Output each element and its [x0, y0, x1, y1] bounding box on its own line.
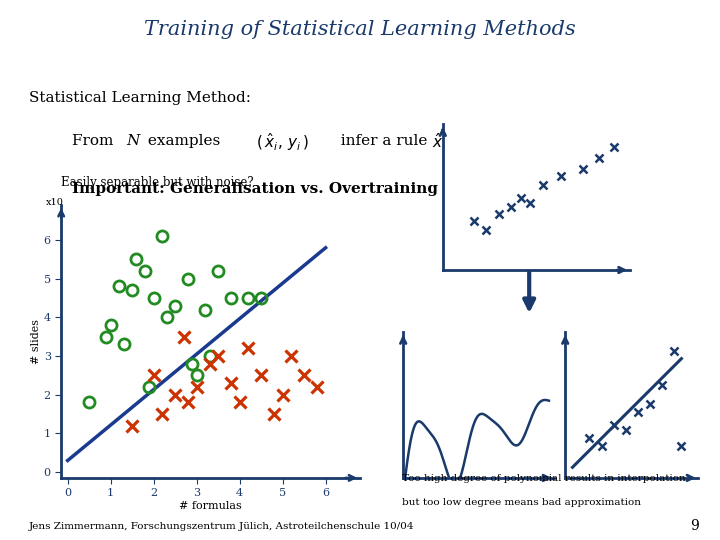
Text: Jens Zimmermann, Forschungszentrum Jülich, Astroteilchenschule 10/04: Jens Zimmermann, Forschungszentrum Jülic… [29, 522, 414, 531]
Text: Statistical Learning Method:: Statistical Learning Method: [29, 91, 251, 105]
Text: Important: Generalisation vs. Overtraining: Important: Generalisation vs. Overtraini… [72, 182, 438, 196]
Text: From: From [72, 134, 118, 148]
Text: $(\,\hat{x}_i,\,y_i\,)$: $(\,\hat{x}_i,\,y_i\,)$ [256, 131, 308, 153]
Text: Too high degree of polynomial results in interpolation: Too high degree of polynomial results in… [402, 474, 685, 483]
Text: $\hat{x} \rightarrow out(\hat{x})$: $\hat{x} \rightarrow out(\hat{x})$ [432, 131, 507, 152]
Text: x10: x10 [45, 198, 63, 207]
Text: N: N [126, 134, 140, 148]
Text: Training of Statistical Learning Methods: Training of Statistical Learning Methods [144, 21, 576, 39]
Text: infer a rule: infer a rule [331, 134, 428, 148]
Y-axis label: # slides: # slides [31, 319, 41, 364]
X-axis label: # formulas: # formulas [179, 501, 242, 511]
Text: 9: 9 [690, 519, 698, 534]
Text: but too low degree means bad approximation: but too low degree means bad approximati… [402, 498, 641, 507]
Text: Easily separable but with noise?: Easily separable but with noise? [61, 176, 254, 189]
Text: examples: examples [143, 134, 220, 148]
